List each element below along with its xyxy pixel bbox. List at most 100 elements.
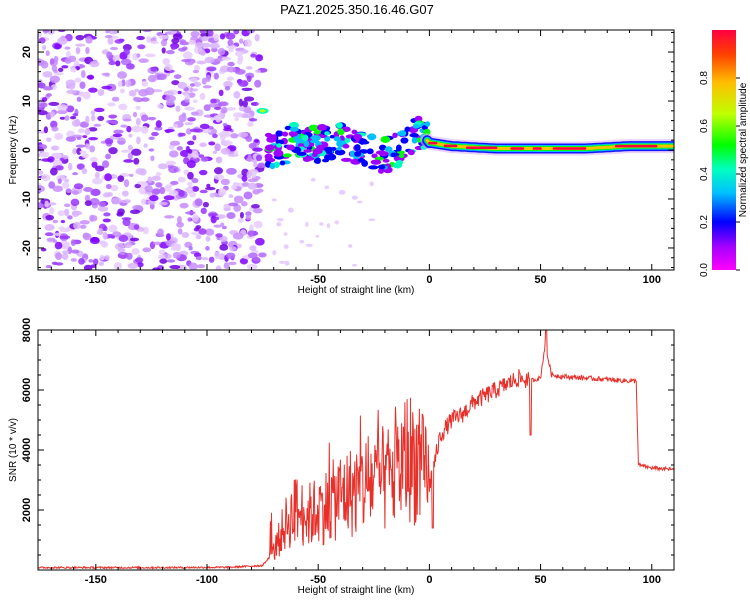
noise-blob: [171, 242, 180, 250]
noise-blob: [108, 60, 116, 66]
noise-blob: [193, 99, 198, 104]
signal-blob: [380, 136, 391, 143]
noise-blob: [137, 262, 144, 268]
noise-blob: [184, 122, 193, 126]
noise-blob: [189, 77, 198, 83]
noise-blob: [133, 157, 140, 165]
colorbar-tick-label: 0.4: [699, 167, 710, 181]
x-tick-label: 0: [426, 574, 432, 586]
signal-blob: [265, 144, 275, 151]
spectrogram-x-axis-label: Height of straight line (km): [298, 285, 415, 296]
noise-blob: [271, 198, 277, 202]
noise-blob: [57, 178, 62, 184]
signal-blob: [400, 137, 409, 144]
signal-blob: [288, 121, 299, 129]
noise-blob: [79, 224, 87, 229]
noise-blob: [165, 95, 176, 102]
noise-blob: [192, 135, 197, 141]
noise-blob: [123, 48, 130, 56]
noise-blob: [104, 173, 112, 182]
noise-blob: [65, 188, 72, 193]
noise-blob: [253, 161, 258, 168]
noise-blob: [220, 178, 230, 186]
noise-blob: [147, 200, 156, 205]
y-tick-label: 2000: [21, 498, 33, 522]
noise-blob: [252, 101, 259, 106]
noise-blob: [90, 114, 96, 122]
noise-blob: [123, 242, 133, 249]
noise-blob: [133, 224, 140, 230]
noise-blob: [92, 258, 99, 266]
noise-blob: [82, 232, 90, 239]
noise-blob: [117, 137, 126, 145]
noise-blob: [132, 204, 143, 211]
noise-blob: [158, 249, 166, 255]
noise-blob: [248, 118, 258, 122]
colorbar-tick-label: 0.2: [699, 215, 710, 229]
noise-blob: [132, 111, 138, 118]
noise-blob: [88, 87, 98, 93]
signal-blob: [377, 168, 385, 174]
noise-blob: [51, 261, 58, 265]
y-tick-label: 10: [21, 95, 33, 107]
noise-blob: [120, 149, 130, 153]
signal-blob: [334, 149, 346, 156]
noise-blob: [278, 260, 286, 264]
signal-blob: [382, 158, 390, 163]
noise-blob: [156, 73, 167, 81]
noise-blob: [215, 265, 222, 270]
noise-blob: [190, 31, 200, 38]
noise-blob: [226, 212, 236, 219]
noise-blob: [252, 257, 261, 262]
noise-blob: [128, 133, 133, 138]
noise-blob: [186, 160, 196, 169]
noise-blob: [153, 241, 161, 245]
noise-blob: [182, 51, 193, 60]
noise-blob: [305, 221, 309, 228]
noise-blob: [119, 88, 125, 94]
noise-blob: [192, 69, 200, 74]
noise-blob: [38, 82, 46, 89]
noise-blob: [338, 189, 346, 195]
noise-blob: [41, 174, 51, 182]
x-tick-label: -50: [310, 574, 326, 586]
noise-blob: [185, 211, 196, 215]
noise-blob: [90, 110, 96, 116]
noise-blob: [50, 120, 58, 129]
noise-blob: [119, 251, 126, 255]
noise-blob: [213, 106, 222, 110]
noise-blob: [121, 190, 129, 197]
noise-blob: [52, 219, 59, 224]
noise-blob: [74, 43, 86, 47]
noise-blob: [241, 201, 248, 207]
noise-blob: [196, 60, 207, 65]
noise-blob: [101, 160, 110, 168]
noise-blob: [133, 97, 142, 101]
noise-blob: [213, 224, 222, 228]
noise-blob: [247, 230, 254, 237]
signal-blob: [279, 160, 286, 166]
signal-blob: [316, 124, 328, 131]
noise-blob: [243, 191, 253, 200]
noise-blob: [114, 39, 124, 44]
noise-blob: [131, 248, 140, 255]
noise-blob: [104, 137, 114, 145]
signal-blob: [276, 143, 282, 148]
noise-blob: [94, 107, 105, 113]
noise-blob: [368, 218, 376, 221]
noise-blob: [276, 222, 282, 227]
noise-blob: [209, 192, 216, 198]
noise-blob: [254, 79, 262, 88]
noise-blob: [88, 136, 99, 141]
signal-blob: [384, 146, 393, 152]
noise-blob: [79, 220, 90, 225]
noise-blob: [123, 179, 130, 188]
noise-blob: [238, 80, 249, 87]
noise-blob: [101, 72, 110, 76]
noise-blob: [169, 265, 181, 270]
noise-blob: [150, 155, 155, 162]
noise-blob: [177, 228, 183, 235]
noise-blob: [105, 184, 112, 190]
noise-blob: [54, 43, 62, 50]
snr-marks: [38, 330, 674, 570]
